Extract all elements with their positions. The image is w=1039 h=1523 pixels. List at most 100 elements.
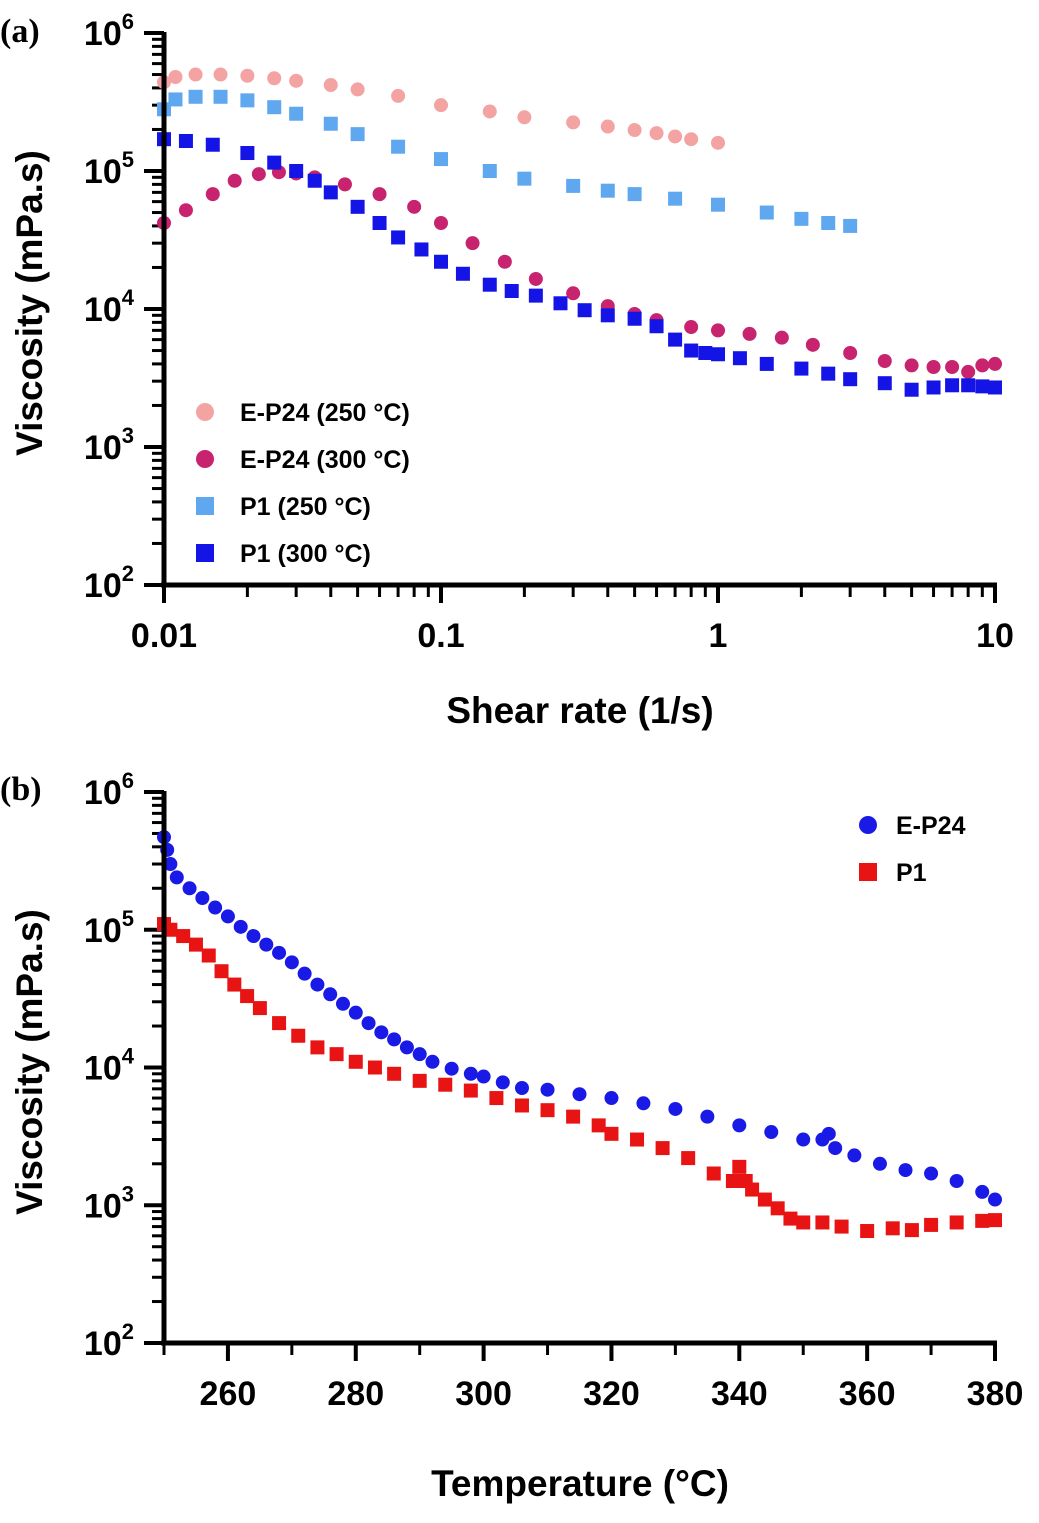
data-point bbox=[391, 88, 406, 103]
data-point bbox=[233, 919, 248, 934]
data-point bbox=[350, 199, 365, 214]
series-1 bbox=[157, 165, 1002, 379]
data-point bbox=[604, 1126, 619, 1141]
data-point bbox=[289, 164, 304, 178]
data-point bbox=[600, 183, 615, 198]
data-point bbox=[528, 271, 543, 286]
data-point bbox=[163, 922, 178, 937]
panel-a-ylabel: Viscosity (mPa.s) bbox=[9, 150, 50, 456]
data-point bbox=[387, 1032, 402, 1047]
x-tick-label: 0.01 bbox=[131, 617, 197, 655]
data-point bbox=[252, 1001, 267, 1016]
data-point bbox=[495, 1075, 510, 1090]
legend-label: P1 (250 °C) bbox=[240, 493, 371, 521]
panel-a-axes bbox=[161, 32, 997, 588]
data-point bbox=[267, 155, 282, 170]
data-point bbox=[949, 1215, 964, 1230]
data-point bbox=[706, 1166, 721, 1181]
data-point bbox=[627, 187, 642, 202]
y-tick-exponent: 5 bbox=[122, 906, 134, 931]
data-point bbox=[627, 123, 642, 138]
legend-label: E-P24 (300 °C) bbox=[240, 446, 410, 474]
data-point bbox=[988, 380, 1002, 395]
data-point bbox=[289, 73, 304, 88]
data-point bbox=[463, 1066, 478, 1081]
data-point bbox=[350, 127, 365, 142]
x-tick-label: 380 bbox=[967, 1375, 1024, 1413]
panel-a-data-marks bbox=[157, 67, 1002, 397]
data-point bbox=[540, 1082, 555, 1097]
data-point bbox=[847, 1148, 862, 1163]
x-tick-label: 300 bbox=[455, 1375, 512, 1413]
data-point bbox=[764, 1125, 779, 1140]
data-point bbox=[482, 104, 497, 119]
data-point bbox=[924, 1166, 939, 1181]
data-point bbox=[698, 345, 713, 360]
y-tick-base: 10 bbox=[84, 153, 122, 191]
y-tick-label: 105 bbox=[84, 906, 134, 950]
data-point bbox=[711, 135, 725, 150]
data-point bbox=[272, 1016, 287, 1031]
series-2 bbox=[157, 89, 858, 233]
data-point bbox=[267, 100, 282, 115]
data-point bbox=[904, 382, 919, 397]
data-point bbox=[350, 82, 365, 97]
panel-a-label: (a) bbox=[0, 13, 40, 50]
data-point bbox=[335, 996, 350, 1011]
data-point bbox=[904, 1223, 919, 1238]
data-point bbox=[924, 1217, 939, 1232]
data-point bbox=[528, 288, 543, 303]
series-3 bbox=[157, 132, 1002, 397]
data-point bbox=[414, 242, 429, 257]
data-point bbox=[843, 218, 858, 233]
data-point bbox=[794, 211, 809, 226]
data-point bbox=[407, 199, 422, 214]
data-point bbox=[926, 359, 941, 374]
data-point bbox=[259, 937, 274, 952]
data-point bbox=[434, 254, 448, 269]
data-point bbox=[323, 77, 338, 92]
y-tick-label: 106 bbox=[84, 9, 134, 53]
data-point bbox=[195, 891, 210, 906]
y-tick-label: 103 bbox=[84, 423, 134, 467]
x-tick-label: 280 bbox=[327, 1375, 384, 1413]
data-point bbox=[455, 266, 470, 281]
data-point bbox=[434, 98, 448, 113]
data-point bbox=[372, 215, 387, 230]
y-tick-label: 105 bbox=[84, 147, 134, 191]
data-point bbox=[627, 311, 642, 326]
data-point bbox=[387, 1066, 402, 1081]
data-point bbox=[367, 1060, 382, 1075]
data-point bbox=[489, 1091, 504, 1106]
data-point bbox=[600, 308, 615, 323]
data-point bbox=[828, 1141, 843, 1156]
legend-marker bbox=[859, 816, 877, 834]
data-point bbox=[945, 359, 960, 374]
data-point bbox=[307, 173, 322, 188]
legend-label: P1 bbox=[896, 859, 927, 887]
data-point bbox=[372, 187, 387, 202]
data-point bbox=[988, 1192, 1002, 1207]
data-point bbox=[374, 1025, 389, 1040]
series-0 bbox=[157, 67, 725, 150]
data-point bbox=[323, 116, 338, 131]
data-point bbox=[681, 1151, 696, 1166]
data-point bbox=[774, 330, 789, 345]
legend-label: E-P24 bbox=[896, 812, 966, 840]
data-point bbox=[668, 129, 683, 144]
legend-marker bbox=[196, 403, 214, 421]
data-point bbox=[975, 1213, 990, 1228]
x-tick-label: 0.1 bbox=[417, 617, 464, 655]
data-point bbox=[668, 191, 683, 206]
panel-a-legend: E-P24 (250 °C) E-P24 (300 °C) P1 (250 °C) P… bbox=[196, 399, 410, 568]
data-point bbox=[434, 152, 448, 167]
data-point bbox=[821, 1126, 836, 1141]
data-point bbox=[796, 1132, 811, 1147]
data-point bbox=[815, 1215, 830, 1230]
panel-b-xlabel: Temperature (°C) bbox=[431, 1463, 729, 1504]
data-point bbox=[700, 1109, 715, 1124]
data-point bbox=[821, 366, 836, 381]
legend-marker bbox=[196, 450, 214, 468]
data-point bbox=[711, 197, 725, 212]
